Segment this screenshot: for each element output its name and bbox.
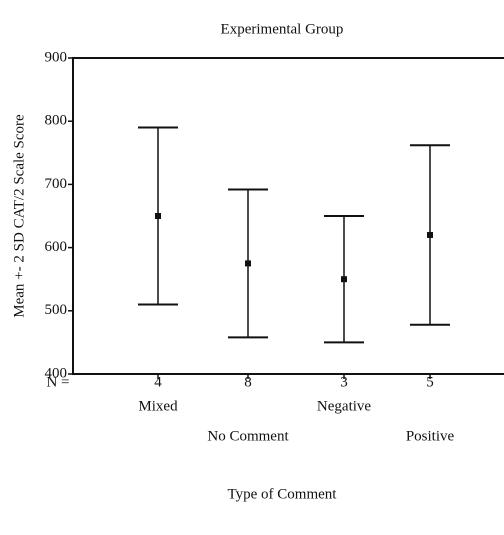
y-tick-label: 500 — [45, 302, 68, 318]
n-count: 8 — [244, 374, 252, 390]
x-axis-label: Type of Comment — [228, 486, 338, 502]
y-axis-label: Mean +- 2 SD CAT/2 Scale Score — [11, 114, 27, 318]
x-tick-label: Negative — [317, 398, 371, 414]
n-label: N = — [46, 374, 69, 390]
y-tick-label: 800 — [45, 113, 68, 129]
x-tick-label: Positive — [406, 428, 455, 444]
x-tick-label: No Comment — [207, 428, 289, 444]
mean-point — [245, 260, 251, 267]
y-tick-label: 600 — [45, 239, 68, 255]
y-tick-label: 900 — [45, 49, 68, 65]
mean-point — [341, 276, 347, 283]
n-count: 4 — [154, 374, 162, 390]
x-tick-label: Mixed — [138, 398, 178, 414]
n-count: 5 — [426, 374, 434, 390]
mean-point — [427, 231, 433, 238]
y-tick-label: 400 — [45, 365, 68, 381]
y-tick-label: 700 — [45, 176, 68, 192]
mean-point — [155, 213, 161, 219]
plot-frame — [72, 57, 504, 375]
chart-title: Experimental Group — [221, 21, 344, 37]
n-count: 3 — [340, 374, 348, 390]
